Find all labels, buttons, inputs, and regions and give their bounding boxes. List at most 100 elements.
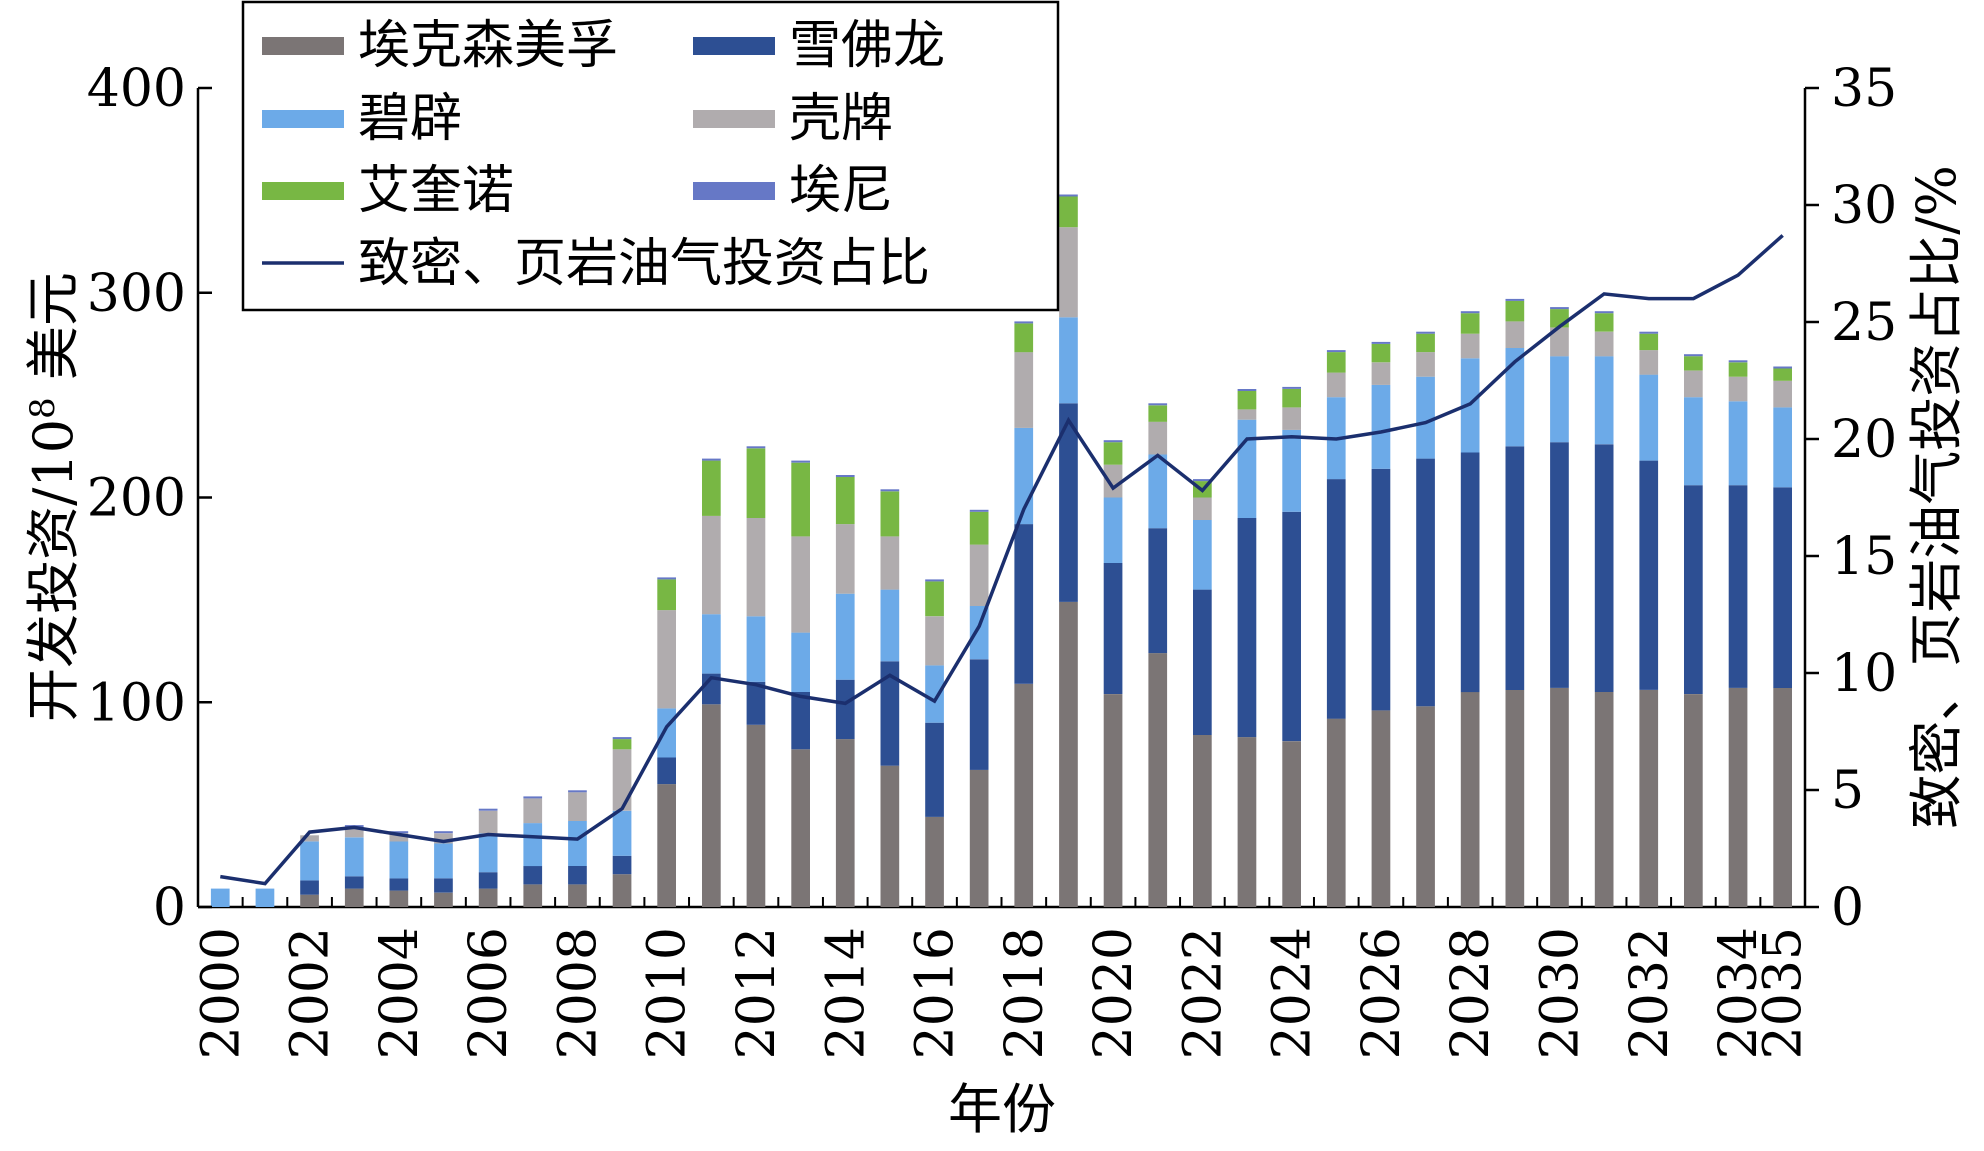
y2-tick-label: 15 [1831,527,1897,587]
bar-2024-series-3 [1282,407,1301,430]
bar-2012-series-1 [746,681,766,725]
bar-2034-series-2 [1728,401,1748,486]
bar-2011-series-0 [702,704,721,907]
bar-2004-series-3 [389,833,409,842]
bar-2010-series-0 [657,784,676,907]
bar-2034-series-0 [1728,687,1748,907]
share-line [220,234,1784,886]
bar-2014-series-2 [835,593,855,680]
bar-2007-series-2 [523,823,543,867]
bar-2025-series-5 [1326,350,1346,353]
bar-2003-series-2 [344,837,364,877]
bar-2035-series-2 [1773,407,1792,488]
bar-2024-series-2 [1282,429,1301,512]
legend-swatch [693,37,775,55]
bar-2001-series-2 [255,888,275,907]
bar-2034-series-1 [1728,485,1748,688]
bar-2013-series-5 [791,460,810,463]
legend-label: 埃尼 [789,161,893,221]
bar-2024-series-4 [1282,389,1301,408]
bar-2011-series-4 [702,460,721,516]
bar-2020-series-4 [1103,442,1123,465]
bar-2015-series-1 [880,661,900,766]
bar-2007-series-1 [523,866,543,885]
bar-2018-series-3 [1014,352,1034,428]
bar-2033-series-5 [1684,354,1703,357]
bar-2017-series-3 [969,544,989,606]
bar-2032-series-4 [1639,333,1659,351]
legend-swatch [693,182,775,200]
bar-2009-series-5 [612,737,632,740]
bar-2029-series-5 [1505,298,1525,301]
bar-2020-series-5 [1103,440,1123,443]
bar-2012-series-5 [746,446,766,449]
bar-2004-series-2 [389,841,409,879]
bar-2015-series-3 [880,536,900,590]
bar-2004-series-1 [389,878,409,891]
bar-2033-series-4 [1684,356,1703,371]
bar-2031-series-3 [1594,331,1614,357]
x-tick-label: 2012 [727,927,787,1059]
bar-2011-series-3 [702,515,721,615]
bar-2031-series-1 [1594,444,1614,692]
bar-2021-series-3 [1148,421,1168,455]
x-tick-label: 2000 [191,927,251,1059]
bar-2026-series-0 [1371,710,1391,907]
bar-2023-series-0 [1237,737,1257,907]
bar-2033-series-3 [1684,370,1703,398]
bar-2006-series-5 [478,808,498,811]
x-axis-title: 年份 [948,1078,1056,1141]
bar-2024-series-1 [1282,511,1301,742]
y2-tick-label: 0 [1831,878,1864,938]
bar-2007-series-5 [523,796,543,799]
bar-2009-series-4 [612,739,632,750]
bar-2016-series-1 [925,722,944,817]
bar-2000-series-2 [210,888,230,907]
x-tick-label: 2024 [1263,927,1323,1059]
bar-2014-series-3 [835,524,855,594]
bar-2008-series-5 [568,790,587,793]
bar-2019-series-1 [1059,403,1078,602]
bar-2002-series-3 [300,835,319,842]
bar-2030-series-3 [1550,327,1569,357]
x-tick-label: 2028 [1441,927,1501,1059]
bar-2008-series-3 [568,792,587,821]
bar-2008-series-2 [568,821,587,866]
bar-2024-series-5 [1282,386,1301,389]
bar-2007-series-0 [523,884,543,907]
bar-2026-series-2 [1371,384,1391,469]
bar-2026-series-4 [1371,343,1391,363]
x-tick-label: 2035 [1754,927,1814,1059]
bar-2029-series-3 [1505,321,1525,348]
bar-2028-series-3 [1460,333,1480,359]
bar-2017-series-0 [969,769,989,907]
bar-2021-series-4 [1148,405,1168,422]
bar-2017-series-2 [969,606,989,660]
bar-2027-series-5 [1416,331,1435,334]
bar-2019-series-3 [1059,227,1078,318]
bar-2027-series-3 [1416,352,1435,377]
x-tick-label: 2002 [281,927,341,1059]
y-tick-label: 200 [87,469,186,529]
bar-2005-series-5 [434,831,453,834]
bar-2031-series-2 [1594,356,1614,445]
bar-2028-series-4 [1460,313,1480,334]
bar-2014-series-1 [835,679,855,740]
bar-2027-series-0 [1416,706,1435,907]
legend-swatch [262,182,344,200]
bar-2016-series-0 [925,816,944,907]
bar-2010-series-4 [657,579,676,611]
bar-2019-series-4 [1059,196,1078,228]
bar-2022-series-0 [1193,735,1212,907]
bar-2021-series-0 [1148,653,1168,907]
bar-2008-series-0 [568,884,587,907]
bar-2031-series-5 [1594,311,1614,314]
bar-2009-series-0 [612,874,632,907]
bar-2022-series-1 [1193,589,1212,735]
bar-2023-series-2 [1237,419,1257,518]
bars-group [210,194,1792,907]
x-tick-label: 2014 [816,927,876,1059]
y2-tick-label: 10 [1831,644,1897,704]
x-tick-label: 2016 [906,927,966,1059]
bar-2020-series-3 [1103,464,1123,498]
